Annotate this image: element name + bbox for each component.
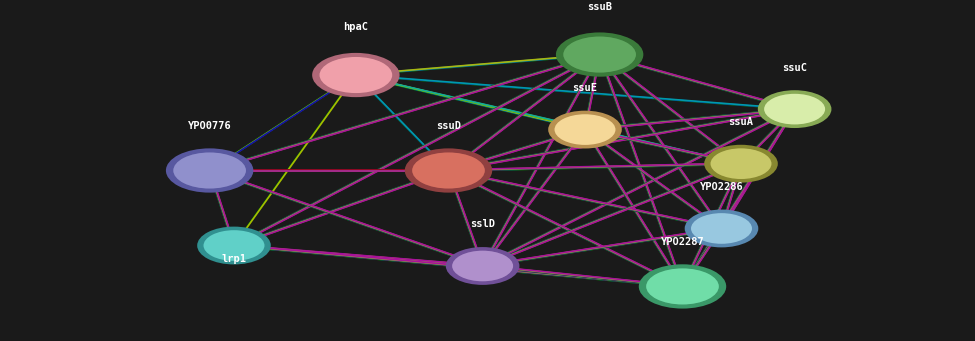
Ellipse shape xyxy=(556,32,644,77)
Text: YPO2287: YPO2287 xyxy=(661,237,704,247)
Ellipse shape xyxy=(758,90,832,128)
Ellipse shape xyxy=(684,210,759,247)
Text: ssuC: ssuC xyxy=(782,63,807,73)
Text: ssuB: ssuB xyxy=(587,2,612,12)
Ellipse shape xyxy=(197,227,271,264)
Ellipse shape xyxy=(405,148,492,193)
Ellipse shape xyxy=(563,36,637,73)
Ellipse shape xyxy=(710,148,772,180)
Text: ssuD: ssuD xyxy=(436,121,461,131)
Ellipse shape xyxy=(763,93,826,125)
Ellipse shape xyxy=(312,53,400,97)
Text: lrp1: lrp1 xyxy=(221,254,247,264)
Ellipse shape xyxy=(554,114,616,146)
Ellipse shape xyxy=(704,145,778,182)
Ellipse shape xyxy=(203,229,265,262)
Text: YPO0776: YPO0776 xyxy=(188,121,231,131)
Ellipse shape xyxy=(690,212,753,244)
Ellipse shape xyxy=(645,268,720,305)
Text: ssuE: ssuE xyxy=(572,83,598,93)
Ellipse shape xyxy=(166,148,254,193)
Ellipse shape xyxy=(411,152,486,189)
Ellipse shape xyxy=(639,264,726,309)
Text: hpaC: hpaC xyxy=(343,23,369,32)
Ellipse shape xyxy=(548,111,622,148)
Text: sslD: sslD xyxy=(470,220,495,229)
Text: ssuA: ssuA xyxy=(728,117,754,127)
Ellipse shape xyxy=(451,250,514,282)
Ellipse shape xyxy=(446,247,520,285)
Ellipse shape xyxy=(319,56,393,94)
Ellipse shape xyxy=(173,152,247,189)
Text: YPO2286: YPO2286 xyxy=(700,182,743,192)
